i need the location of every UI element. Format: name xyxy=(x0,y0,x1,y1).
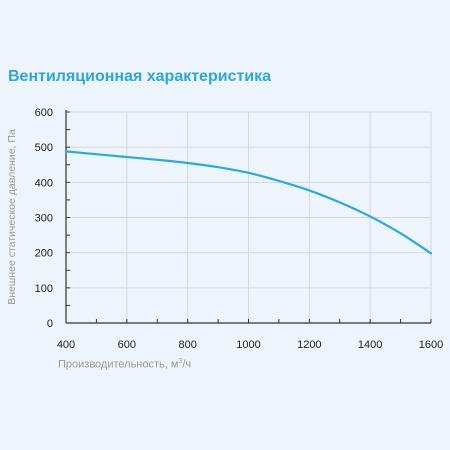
x-tick-label: 600 xyxy=(118,339,136,351)
x-tick-label: 400 xyxy=(57,339,75,351)
x-axis-label-suffix: /ч xyxy=(182,358,192,371)
series-line-0 xyxy=(64,150,433,255)
x-tick-label: 1000 xyxy=(236,339,260,351)
y-tick-label: 100 xyxy=(35,283,53,295)
series-group xyxy=(64,150,433,255)
y-tick-labels: 0 100 200 300 400 500 600 xyxy=(35,107,53,330)
x-axis-label: Производительность, м3/ч xyxy=(58,358,191,371)
x-tick-label: 1600 xyxy=(419,339,443,351)
x-tick-label: 800 xyxy=(178,339,196,351)
y-tick-label: 600 xyxy=(35,107,53,119)
y-tick-label: 0 xyxy=(47,318,53,330)
y-tick-label: 500 xyxy=(35,142,53,154)
y-tick-label: 200 xyxy=(35,248,53,260)
x-tick-label: 1200 xyxy=(297,339,321,351)
y-tick-label: 300 xyxy=(35,213,53,225)
x-tick-labels: 400 600 800 1000 1200 1400 1600 xyxy=(57,339,443,351)
y-axis-label: Внешнее статическое давление, Па xyxy=(6,129,18,305)
axes xyxy=(65,110,432,324)
chart-title: Вентиляционная характеристика xyxy=(8,68,272,85)
y-tick-label: 400 xyxy=(35,177,53,189)
grid xyxy=(66,111,432,323)
x-axis-label-superscript: 3 xyxy=(178,358,183,365)
x-axis-label-text: Производительность, м xyxy=(58,358,179,371)
x-tick-label: 1400 xyxy=(358,339,382,351)
